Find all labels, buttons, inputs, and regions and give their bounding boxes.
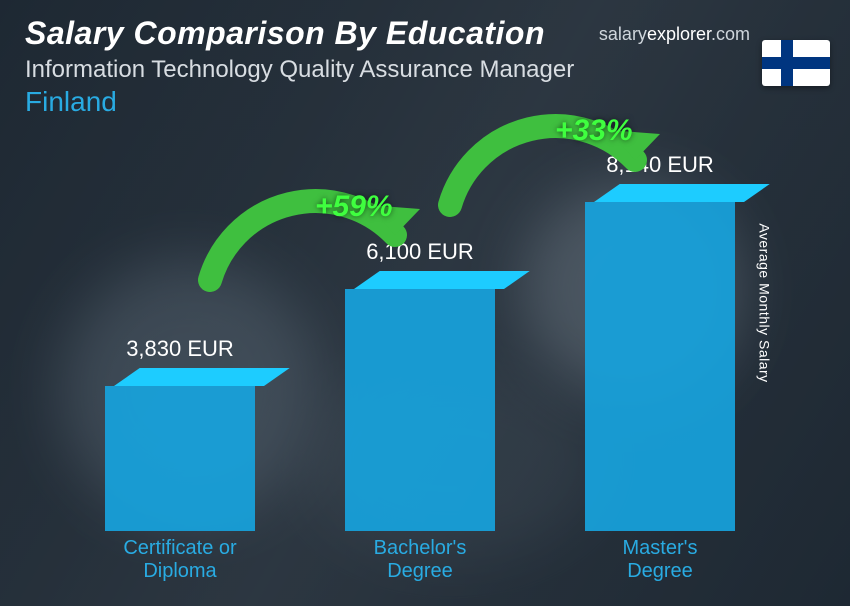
bar-value-2: 8,140 EUR (606, 152, 714, 178)
bar-0 (105, 368, 255, 531)
bar-value-1: 6,100 EUR (366, 239, 474, 265)
watermark: salaryexplorer.com (599, 24, 750, 45)
x-label-2: Master's Degree (540, 531, 780, 586)
chart-country: Finland (25, 86, 825, 118)
watermark-prefix: salary (599, 24, 647, 44)
chart-canvas: Salary Comparison By Education Informati… (0, 0, 850, 606)
bars-container: 3,830 EUR 6,100 EUR 8,140 EUR (60, 150, 780, 531)
chart-subtitle: Information Technology Quality Assurance… (25, 56, 825, 84)
x-axis-labels: Certificate or Diploma Bachelor's Degree… (60, 531, 780, 586)
bar-group-0: 3,830 EUR (60, 150, 300, 531)
watermark-domain: explorer (647, 24, 711, 44)
bar-value-0: 3,830 EUR (126, 336, 234, 362)
watermark-suffix: .com (711, 24, 750, 44)
finland-flag-icon (762, 40, 830, 86)
bar-1 (345, 271, 495, 531)
increase-pct-1: +33% (555, 114, 633, 148)
bar-group-2: 8,140 EUR (540, 150, 780, 531)
increase-pct-0: +59% (315, 190, 393, 224)
x-label-1: Bachelor's Degree (300, 531, 540, 586)
bar-chart: 3,830 EUR 6,100 EUR 8,140 EUR (60, 150, 780, 586)
x-label-0: Certificate or Diploma (60, 531, 300, 586)
bar-2 (585, 184, 735, 531)
